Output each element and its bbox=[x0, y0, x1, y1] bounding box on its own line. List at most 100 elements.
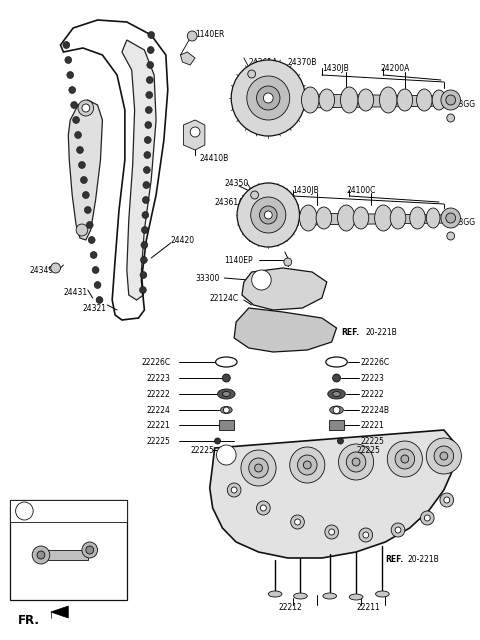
Circle shape bbox=[216, 445, 236, 465]
Circle shape bbox=[338, 444, 373, 480]
Ellipse shape bbox=[328, 389, 345, 399]
Bar bbox=[329, 420, 344, 430]
Circle shape bbox=[146, 92, 153, 99]
Circle shape bbox=[141, 241, 148, 248]
Circle shape bbox=[346, 452, 366, 472]
Text: REF.: REF. bbox=[341, 328, 360, 337]
Circle shape bbox=[395, 449, 415, 469]
Circle shape bbox=[252, 270, 271, 290]
Circle shape bbox=[231, 60, 305, 136]
Text: 33300: 33300 bbox=[195, 273, 219, 282]
Circle shape bbox=[446, 213, 456, 223]
Circle shape bbox=[147, 47, 154, 54]
Polygon shape bbox=[68, 100, 102, 240]
Circle shape bbox=[434, 446, 454, 466]
Text: 1140EP: 1140EP bbox=[224, 255, 253, 264]
Circle shape bbox=[140, 287, 146, 294]
Circle shape bbox=[96, 296, 103, 303]
Text: 22225: 22225 bbox=[356, 445, 380, 454]
Text: a: a bbox=[259, 275, 264, 285]
Circle shape bbox=[147, 61, 154, 68]
Circle shape bbox=[92, 266, 99, 273]
Circle shape bbox=[264, 211, 272, 219]
Circle shape bbox=[359, 528, 372, 542]
Polygon shape bbox=[210, 430, 456, 558]
Circle shape bbox=[86, 546, 94, 554]
Text: 24410B: 24410B bbox=[200, 154, 229, 163]
Ellipse shape bbox=[374, 205, 392, 231]
Text: 22225: 22225 bbox=[190, 445, 214, 454]
Bar bbox=[10, 500, 127, 522]
Text: 24200A: 24200A bbox=[381, 63, 410, 72]
Circle shape bbox=[284, 258, 292, 266]
Circle shape bbox=[69, 86, 76, 93]
Circle shape bbox=[82, 104, 90, 112]
Circle shape bbox=[291, 515, 304, 529]
Text: 24420: 24420 bbox=[171, 236, 195, 244]
Ellipse shape bbox=[301, 87, 319, 113]
Ellipse shape bbox=[410, 207, 425, 229]
Circle shape bbox=[420, 511, 434, 525]
Circle shape bbox=[86, 221, 93, 228]
Text: 24431: 24431 bbox=[63, 287, 87, 296]
Circle shape bbox=[190, 127, 200, 137]
Circle shape bbox=[447, 114, 455, 122]
Text: REF.: REF. bbox=[385, 556, 404, 564]
Circle shape bbox=[144, 136, 151, 143]
Circle shape bbox=[77, 147, 84, 154]
Circle shape bbox=[79, 161, 85, 168]
Text: 1430JB: 1430JB bbox=[322, 63, 348, 72]
Circle shape bbox=[16, 502, 33, 520]
Text: 22223: 22223 bbox=[361, 374, 385, 383]
Circle shape bbox=[72, 116, 80, 124]
Text: 22221: 22221 bbox=[361, 420, 384, 429]
Circle shape bbox=[447, 232, 455, 240]
Ellipse shape bbox=[300, 205, 317, 231]
Circle shape bbox=[247, 76, 290, 120]
Circle shape bbox=[237, 183, 300, 247]
Circle shape bbox=[144, 152, 151, 159]
Text: 24349: 24349 bbox=[29, 266, 53, 275]
Circle shape bbox=[141, 257, 147, 264]
Circle shape bbox=[333, 374, 340, 382]
Text: 24355: 24355 bbox=[59, 569, 81, 575]
Circle shape bbox=[424, 515, 430, 521]
Text: 22225: 22225 bbox=[361, 436, 385, 445]
Circle shape bbox=[387, 441, 422, 477]
Circle shape bbox=[71, 102, 78, 109]
Circle shape bbox=[143, 196, 149, 204]
Bar bbox=[41, 550, 88, 560]
Circle shape bbox=[257, 501, 270, 515]
Circle shape bbox=[88, 237, 95, 243]
Circle shape bbox=[264, 93, 273, 103]
Bar bbox=[10, 500, 127, 600]
Text: 24361A: 24361A bbox=[215, 198, 244, 207]
Text: 24350: 24350 bbox=[224, 179, 249, 188]
Circle shape bbox=[401, 455, 409, 463]
Circle shape bbox=[215, 438, 220, 444]
Circle shape bbox=[446, 95, 456, 105]
Bar bbox=[218, 420, 234, 430]
Circle shape bbox=[290, 447, 325, 483]
Text: FR.: FR. bbox=[18, 614, 39, 627]
Circle shape bbox=[231, 487, 237, 493]
Text: 22224: 22224 bbox=[146, 406, 170, 415]
Ellipse shape bbox=[337, 205, 355, 231]
Circle shape bbox=[187, 31, 197, 41]
Text: 24361A: 24361A bbox=[249, 58, 278, 67]
Circle shape bbox=[222, 374, 230, 382]
Ellipse shape bbox=[220, 406, 232, 413]
Text: 22226C: 22226C bbox=[361, 358, 390, 367]
Text: a: a bbox=[224, 451, 228, 460]
Ellipse shape bbox=[353, 207, 369, 229]
Text: 22124C: 22124C bbox=[210, 294, 239, 303]
Ellipse shape bbox=[340, 87, 358, 113]
Ellipse shape bbox=[319, 89, 335, 111]
Circle shape bbox=[440, 452, 448, 460]
Ellipse shape bbox=[375, 591, 389, 597]
Polygon shape bbox=[242, 268, 327, 310]
Circle shape bbox=[363, 532, 369, 538]
Circle shape bbox=[63, 42, 70, 49]
Ellipse shape bbox=[358, 89, 373, 111]
Text: 20-221B: 20-221B bbox=[366, 328, 397, 337]
